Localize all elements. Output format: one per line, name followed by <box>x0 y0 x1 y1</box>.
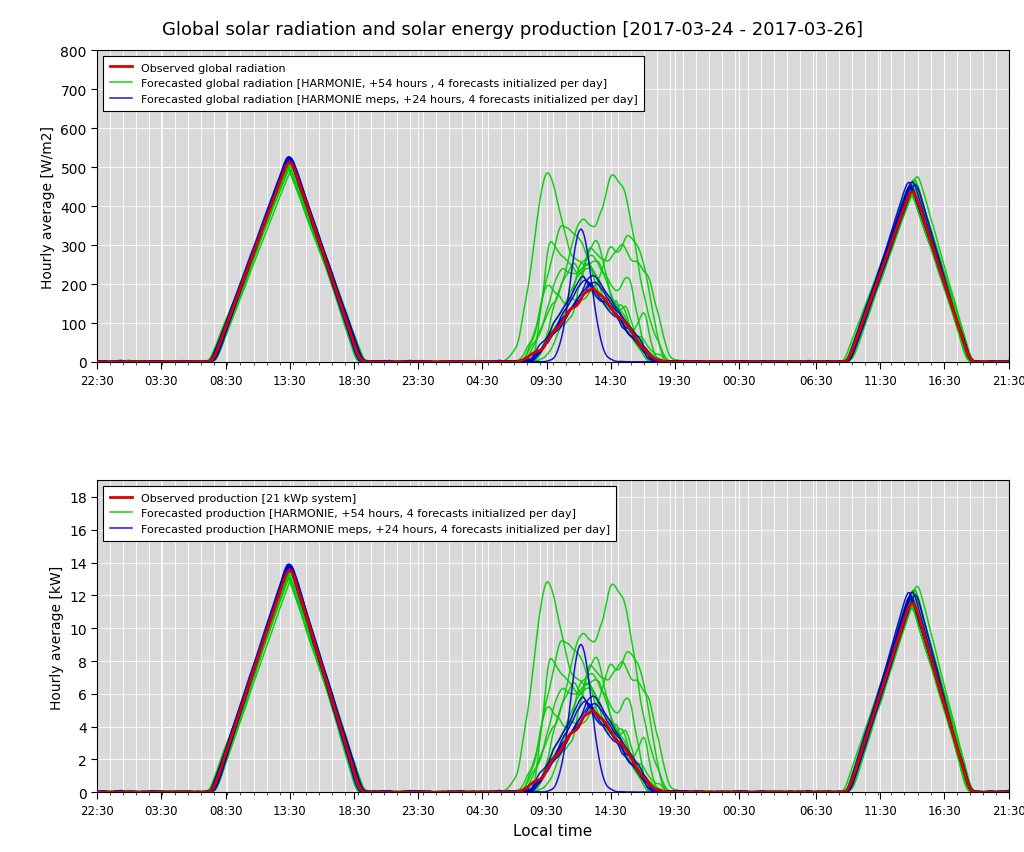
Forecasted global radiation [HARMONIE, +54 hours , 4 forecasts initialized per day] <box>286 163 298 173</box>
Forecasted production [HARMONIE, +54 hours, 4 forecasts initialized per day] <box>91 787 103 797</box>
Forecasted production [HARMONIE, +54 hours, 4 forecasts initialized per day] <box>1002 786 1015 797</box>
Forecasted production [HARMONIE, +54 hours, 4 forecasts initialized per day] <box>252 658 264 668</box>
Forecasted production [HARMONIE, +54 hours, 4 forecasts initialized per day] <box>737 787 750 797</box>
Forecasted production [HARMONIE meps, +24 hours, 4 forecasts initialized per day] <box>780 786 793 797</box>
Forecasted global radiation [HARMONIE meps, +24 hours, 4 forecasts initialized per day] <box>780 357 793 367</box>
Forecasted global radiation [HARMONIE meps, +24 hours, 4 forecasts initialized per day] <box>505 357 517 367</box>
Observed production [21 kWp system] <box>505 787 517 797</box>
Observed global radiation <box>505 358 517 368</box>
Forecasted production [HARMONIE meps, +24 hours, 4 forecasts initialized per day] <box>702 786 715 797</box>
Observed global radiation <box>327 278 339 288</box>
Forecasted global radiation [HARMONIE, +54 hours , 4 forecasts initialized per day] <box>701 357 714 367</box>
Forecasted global radiation [HARMONIE meps, +24 hours, 4 forecasts initialized per day] <box>252 233 264 243</box>
Forecasted production [HARMONIE meps, +24 hours, 4 forecasts initialized per day] <box>1002 787 1015 797</box>
Observed production [21 kWp system] <box>779 787 792 797</box>
Forecasted production [HARMONIE meps, +24 hours, 4 forecasts initialized per day] <box>285 561 297 571</box>
Y-axis label: Hourly average [W/m2]: Hourly average [W/m2] <box>41 125 55 288</box>
Observed global radiation <box>779 358 792 368</box>
Line: Forecasted production [HARMONIE, +54 hours, 4 forecasts initialized per day]: Forecasted production [HARMONIE, +54 hou… <box>97 576 1009 792</box>
Text: Global solar radiation and solar energy production [2017-03-24 - 2017-03-26]: Global solar radiation and solar energy … <box>162 21 862 39</box>
Observed production [21 kWp system] <box>630 762 642 772</box>
Forecasted global radiation [HARMONIE meps, +24 hours, 4 forecasts initialized per day] <box>676 358 688 368</box>
Line: Forecasted global radiation [HARMONIE, +54 hours , 4 forecasts initialized per day]: Forecasted global radiation [HARMONIE, +… <box>97 168 1009 363</box>
Line: Forecasted global radiation [HARMONIE meps, +24 hours, 4 forecasts initialized per day]: Forecasted global radiation [HARMONIE me… <box>97 158 1009 363</box>
Forecasted global radiation [HARMONIE meps, +24 hours, 4 forecasts initialized per day] <box>285 153 297 164</box>
Y-axis label: Hourly average [kW]: Hourly average [kW] <box>49 565 63 709</box>
Forecasted production [HARMONIE meps, +24 hours, 4 forecasts initialized per day] <box>91 787 103 797</box>
Forecasted global radiation [HARMONIE meps, +24 hours, 4 forecasts initialized per day] <box>327 275 339 285</box>
Forecasted global radiation [HARMONIE meps, +24 hours, 4 forecasts initialized per day] <box>630 337 642 348</box>
Line: Observed production [21 kWp system]: Observed production [21 kWp system] <box>97 571 1009 792</box>
Forecasted global radiation [HARMONIE, +54 hours , 4 forecasts initialized per day] <box>1002 357 1015 367</box>
Forecasted production [HARMONIE meps, +24 hours, 4 forecasts initialized per day] <box>676 787 688 797</box>
Line: Observed global radiation: Observed global radiation <box>97 164 1009 363</box>
Forecasted global radiation [HARMONIE, +54 hours , 4 forecasts initialized per day] <box>630 331 642 341</box>
Forecasted production [HARMONIE meps, +24 hours, 4 forecasts initialized per day] <box>327 696 339 706</box>
Observed production [21 kWp system] <box>327 699 339 709</box>
Forecasted global radiation [HARMONIE, +54 hours , 4 forecasts initialized per day] <box>505 357 517 367</box>
Forecasted production [HARMONIE, +54 hours, 4 forecasts initialized per day] <box>286 571 298 581</box>
Line: Forecasted production [HARMONIE meps, +24 hours, 4 forecasts initialized per day]: Forecasted production [HARMONIE meps, +2… <box>97 566 1009 792</box>
Forecasted production [HARMONIE, +54 hours, 4 forecasts initialized per day] <box>701 786 714 797</box>
Forecasted production [HARMONIE meps, +24 hours, 4 forecasts initialized per day] <box>252 649 264 659</box>
Forecasted global radiation [HARMONIE meps, +24 hours, 4 forecasts initialized per day] <box>702 357 715 367</box>
Observed global radiation <box>91 358 103 368</box>
Observed production [21 kWp system] <box>701 787 714 797</box>
Observed global radiation <box>1002 358 1015 368</box>
Forecasted global radiation [HARMONIE, +54 hours , 4 forecasts initialized per day] <box>327 285 339 296</box>
Observed production [21 kWp system] <box>91 787 103 797</box>
Forecasted production [HARMONIE, +54 hours, 4 forecasts initialized per day] <box>630 757 642 768</box>
Forecasted production [HARMONIE meps, +24 hours, 4 forecasts initialized per day] <box>505 786 517 797</box>
Observed production [21 kWp system] <box>252 651 264 661</box>
Legend: Observed production [21 kWp system], Forecasted production [HARMONIE, +54 hours,: Observed production [21 kWp system], For… <box>102 486 616 541</box>
X-axis label: Local time: Local time <box>513 823 593 838</box>
Forecasted production [HARMONIE, +54 hours, 4 forecasts initialized per day] <box>505 787 517 797</box>
Observed global radiation <box>252 235 264 245</box>
Forecasted production [HARMONIE, +54 hours, 4 forecasts initialized per day] <box>780 787 793 797</box>
Observed global radiation <box>701 358 714 368</box>
Forecasted production [HARMONIE, +54 hours, 4 forecasts initialized per day] <box>327 707 339 717</box>
Forecasted global radiation [HARMONIE, +54 hours , 4 forecasts initialized per day] <box>252 241 264 251</box>
Observed production [21 kWp system] <box>283 566 295 576</box>
Forecasted global radiation [HARMONIE, +54 hours , 4 forecasts initialized per day] <box>91 358 103 368</box>
Observed global radiation <box>283 158 295 169</box>
Forecasted global radiation [HARMONIE meps, +24 hours, 4 forecasts initialized per day] <box>91 357 103 367</box>
Observed global radiation <box>630 334 642 344</box>
Forecasted production [HARMONIE meps, +24 hours, 4 forecasts initialized per day] <box>630 764 642 774</box>
Legend: Observed global radiation, Forecasted global radiation [HARMONIE, +54 hours , 4 : Observed global radiation, Forecasted gl… <box>102 57 644 112</box>
Forecasted global radiation [HARMONIE meps, +24 hours, 4 forecasts initialized per day] <box>1002 357 1015 367</box>
Observed production [21 kWp system] <box>1002 787 1015 797</box>
Forecasted global radiation [HARMONIE, +54 hours , 4 forecasts initialized per day] <box>780 358 793 368</box>
Forecasted global radiation [HARMONIE, +54 hours , 4 forecasts initialized per day] <box>737 358 750 368</box>
